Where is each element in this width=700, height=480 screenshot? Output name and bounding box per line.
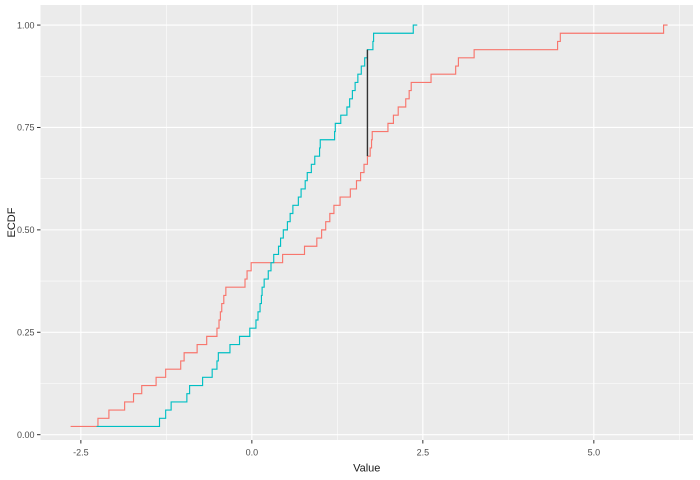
axis-tick-marks bbox=[37, 24, 595, 444]
axis-tick-labels: -2.5 0.0 2.5 5.0 0.00 0.25 0.50 0.75 1.00 bbox=[17, 20, 600, 457]
y-axis-title: ECDF bbox=[6, 207, 18, 237]
x-tick-label: 5.0 bbox=[588, 448, 601, 458]
ecdf-curve-sample-cyan bbox=[96, 24, 418, 428]
y-tick-label: 0.50 bbox=[17, 225, 35, 235]
ecdf-curves bbox=[70, 24, 668, 428]
x-tick-label: -2.5 bbox=[73, 448, 89, 458]
y-tick-label: 1.00 bbox=[17, 20, 35, 30]
y-tick-label: 0.00 bbox=[17, 430, 35, 440]
y-tick-label: 0.75 bbox=[17, 123, 35, 133]
ecdf-curve-sample-red bbox=[70, 24, 668, 428]
gridlines-major bbox=[40, 5, 693, 440]
x-axis-title: Value bbox=[353, 463, 380, 475]
gridlines-minor bbox=[40, 5, 693, 440]
x-tick-label: 2.5 bbox=[417, 448, 430, 458]
x-tick-label: 0.0 bbox=[246, 448, 259, 458]
y-tick-label: 0.25 bbox=[17, 327, 35, 337]
